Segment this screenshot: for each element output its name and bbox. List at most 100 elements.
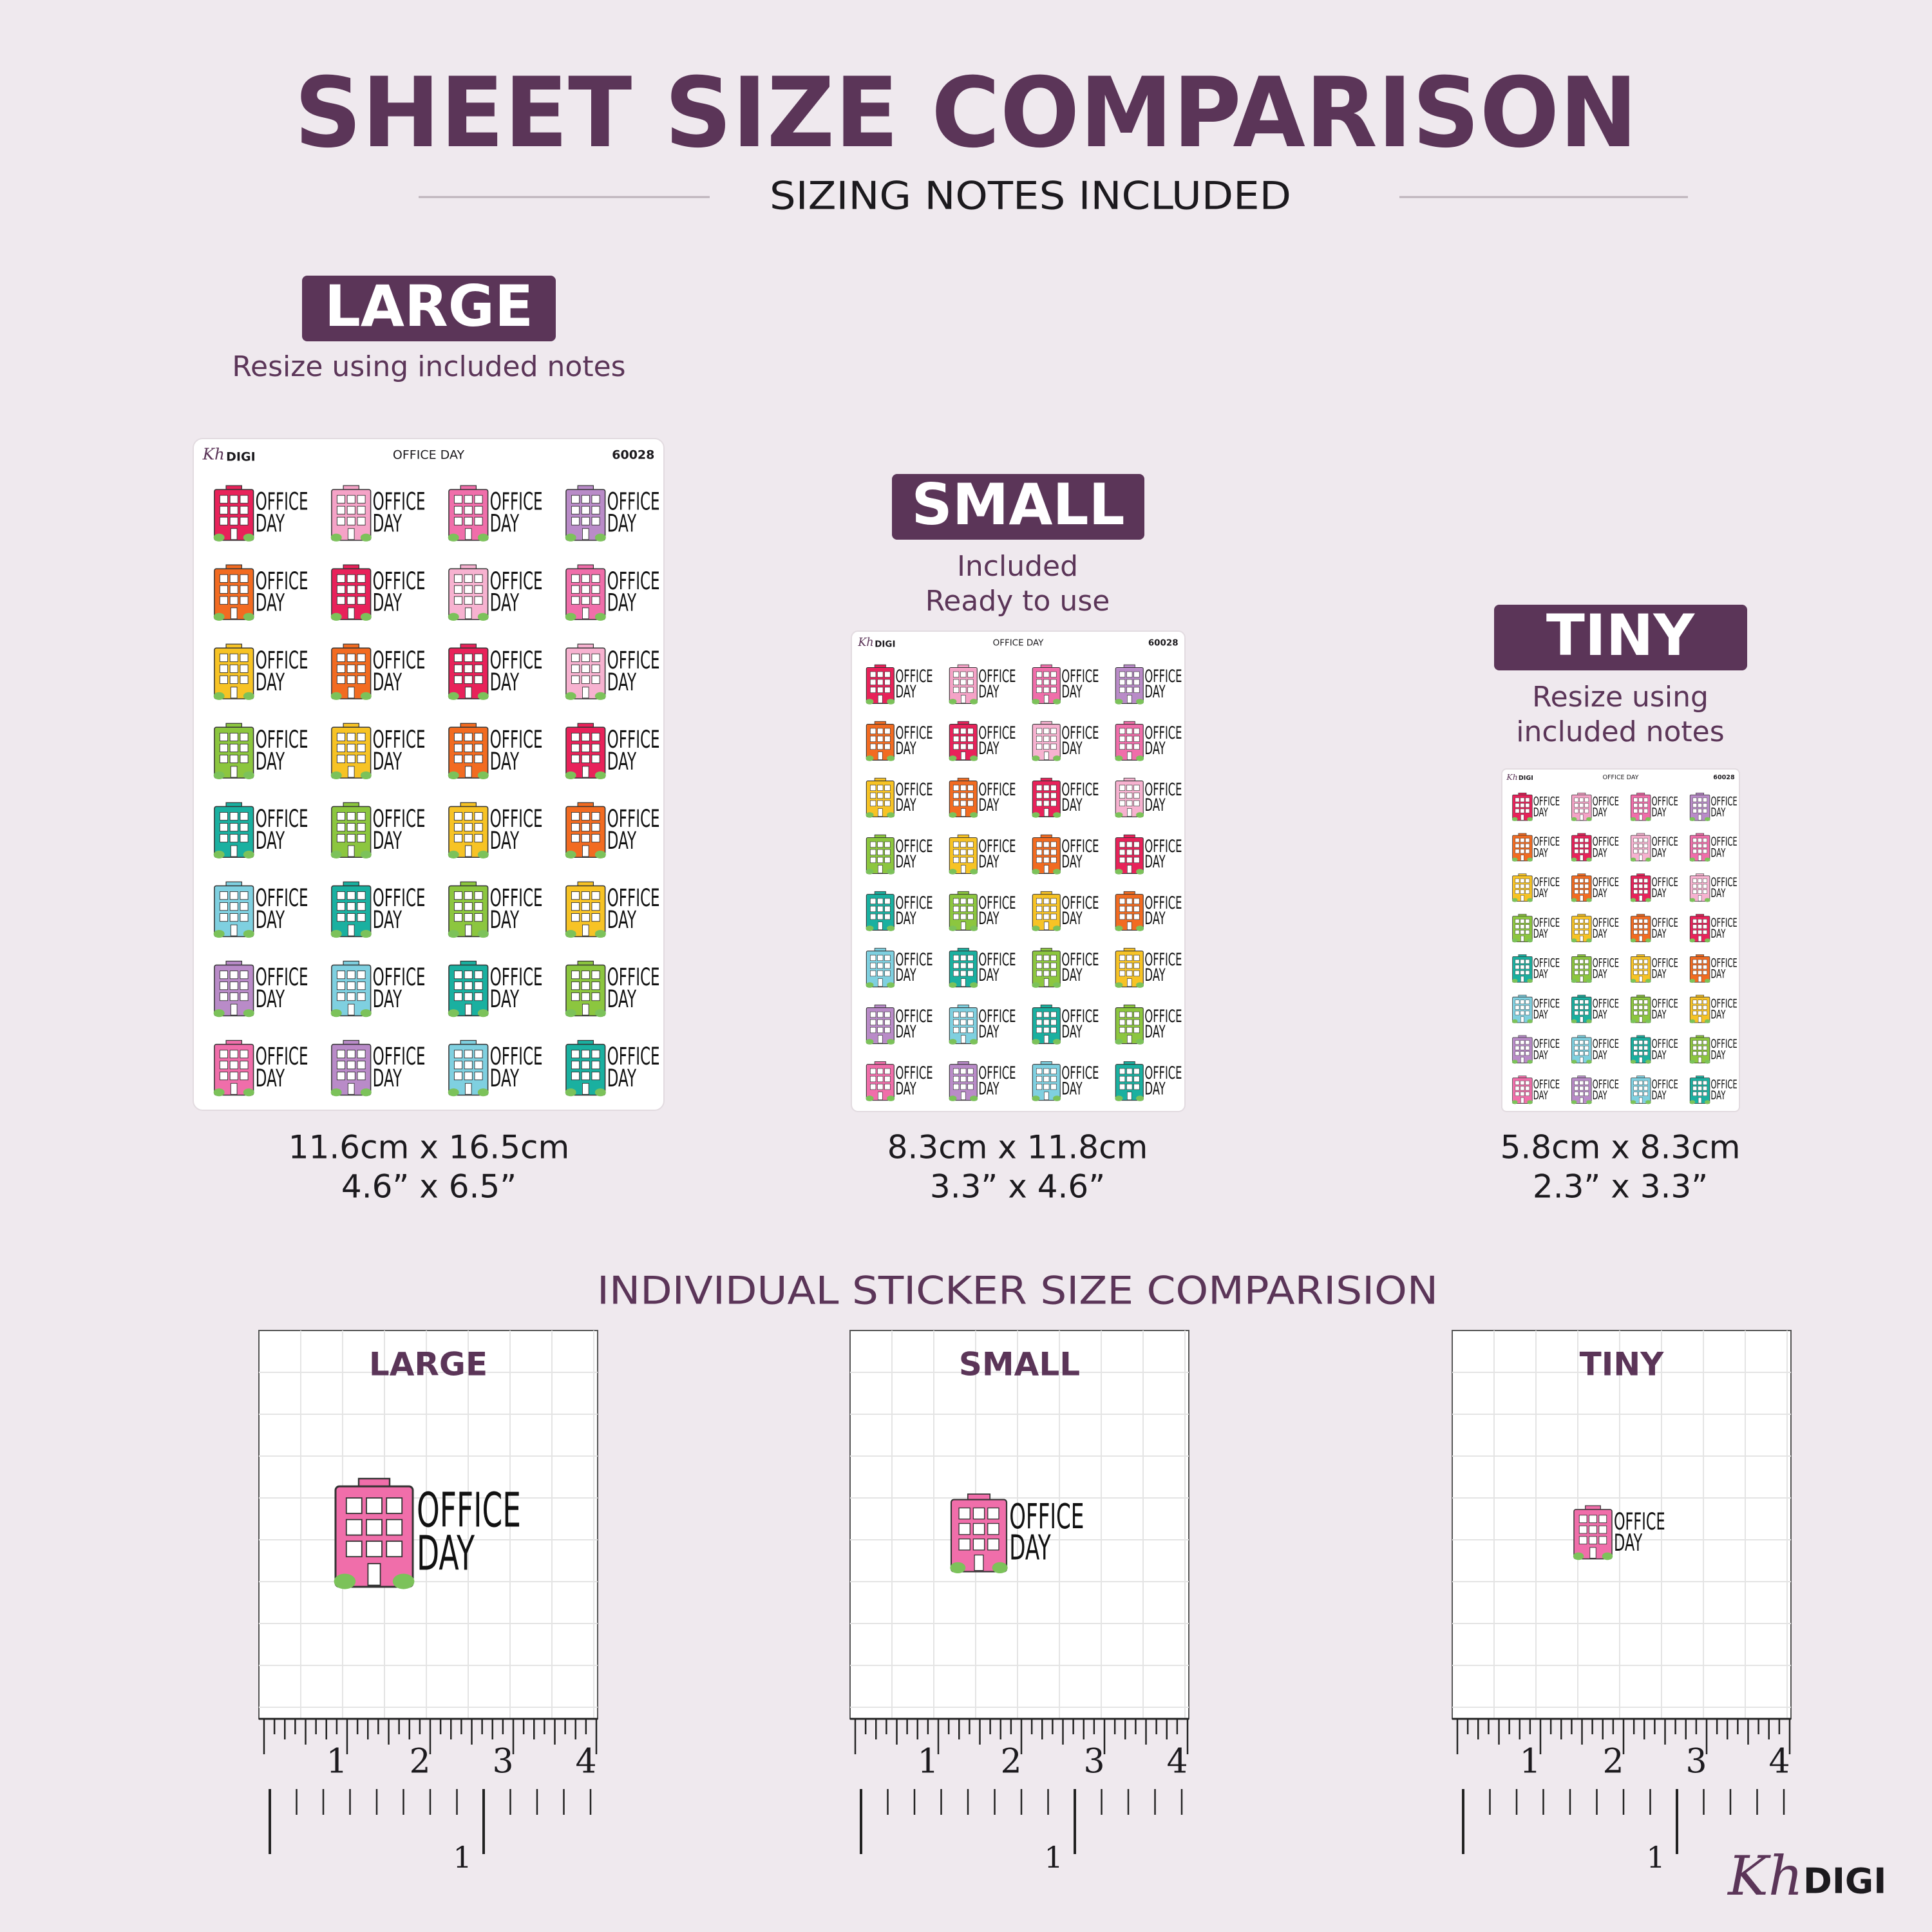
window [1633,1045,1638,1050]
sticker-text: OFFICE [1533,794,1560,808]
sticker-text: OFFICE [895,950,933,970]
sheet-title: OFFICE DAY [1602,774,1638,781]
sticker-text: OFFICE [607,567,660,595]
bush [594,692,606,700]
window [1703,808,1707,813]
window [219,653,228,662]
window [453,812,463,821]
window [1036,671,1043,677]
window [960,679,967,685]
window [474,653,483,662]
window [884,849,891,856]
window [464,754,473,763]
window [884,800,891,807]
window [1515,889,1520,894]
window [1043,1075,1050,1083]
window [1698,924,1702,929]
bush [1032,812,1040,818]
bush [1136,982,1144,988]
bush [448,850,459,859]
section-title: INDIVIDUAL STICKER SIZE COMPARISION [597,1269,1438,1314]
door [878,808,883,817]
window [1119,913,1126,920]
bush [1032,869,1040,875]
window [1698,1010,1702,1016]
window [1638,1005,1643,1010]
window [1036,898,1043,905]
window [1698,838,1702,843]
window [870,687,876,693]
bush [1032,1039,1040,1045]
window [1643,849,1648,854]
window [870,1083,876,1090]
bush [477,930,489,938]
window [1638,1081,1643,1085]
sticker-text: OFFICE [490,804,543,833]
bush [1645,1059,1651,1064]
window [474,833,483,843]
bush [594,1088,606,1097]
sticker-text: OFFICE [373,488,426,516]
sticker-text: OFFICE [1593,996,1619,1010]
sheet-title: OFFICE DAY [993,639,1044,649]
window [1584,1005,1589,1010]
window [1584,924,1589,929]
bush [1630,817,1636,822]
sticker-text: DAY [1533,1088,1548,1103]
bush [213,850,225,859]
sticker-text: DAY [607,747,637,775]
window [1515,930,1520,934]
window [884,962,891,969]
bush [1527,857,1533,862]
window [464,585,473,594]
sticker-text: OFFICE [1710,794,1737,808]
bush [1032,1095,1040,1101]
window [1036,1027,1043,1034]
window [1579,838,1584,843]
window [877,743,884,750]
window [1698,1092,1702,1096]
window [952,905,960,913]
window [870,784,876,791]
window [877,1011,884,1018]
window [1515,803,1520,808]
window [1126,671,1133,677]
sticker-text: OFFICE [895,1063,933,1083]
door [961,752,966,760]
bush [949,1039,957,1045]
window [219,823,228,832]
window [345,1540,363,1558]
window [1126,1011,1133,1018]
window [870,1075,876,1083]
window [960,970,967,977]
window [967,954,974,961]
window [1643,1086,1648,1091]
sticker-text: OFFICE [607,884,660,912]
sticker-text: DAY [1710,927,1725,941]
bush [360,1088,372,1097]
window [336,516,345,526]
window [1638,918,1643,923]
window [474,743,483,752]
window [357,653,366,662]
bush [970,982,978,988]
window [336,823,345,832]
window [870,671,876,677]
window [240,812,249,821]
sticker-text: OFFICE [1593,956,1619,971]
window [474,495,483,504]
sticker-text: DAY [1009,1528,1051,1567]
window [1036,954,1043,961]
door [878,752,883,760]
window [884,1011,891,1018]
window [1698,797,1702,802]
window [357,732,366,741]
window [1133,792,1140,799]
